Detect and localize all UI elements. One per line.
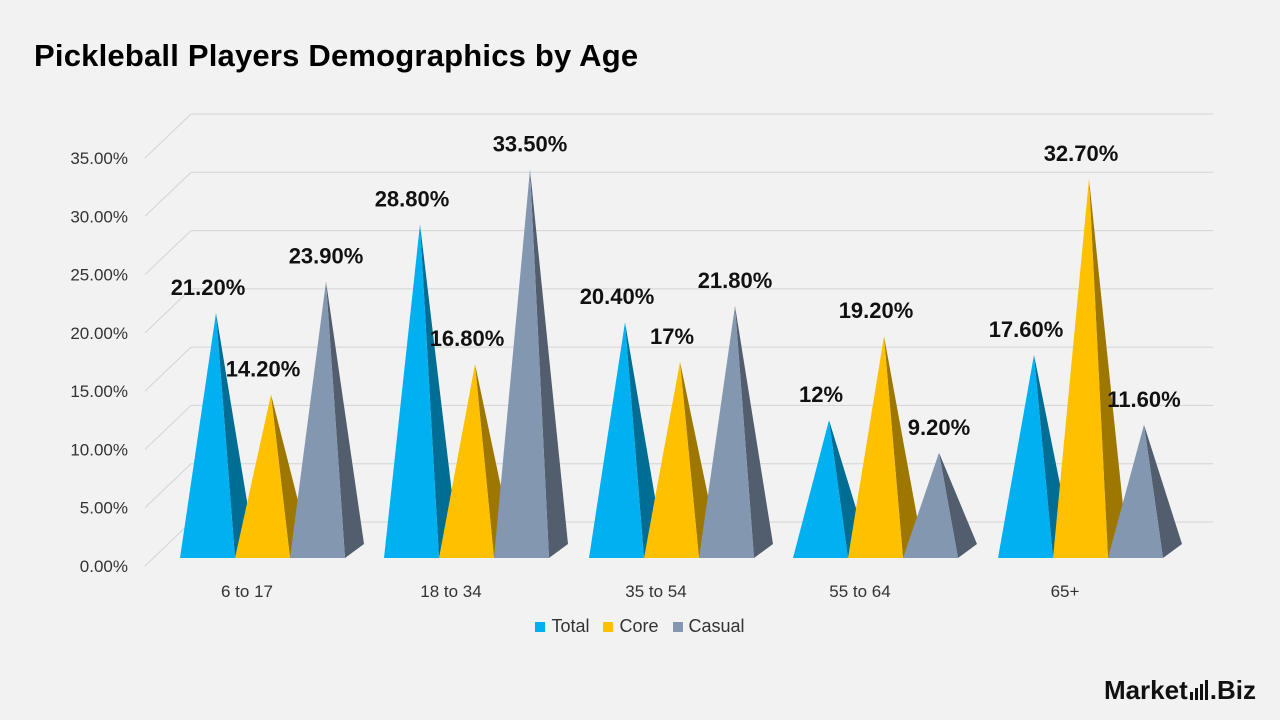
y-tick-label: 35.00% bbox=[70, 149, 128, 168]
legend-label-casual: Casual bbox=[688, 616, 745, 636]
gridline-diag bbox=[144, 230, 192, 275]
data-label-casual: 11.60% bbox=[1107, 387, 1180, 412]
x-axis: 6 to 17 18 to 34 35 to 54 55 to 64 65+ bbox=[221, 582, 1079, 601]
data-label-total: 28.80% bbox=[375, 186, 450, 211]
gridline-diag bbox=[144, 171, 192, 217]
chart-title: Pickleball Players Demographics by Age bbox=[34, 38, 639, 73]
legend-swatch-casual bbox=[672, 621, 683, 632]
cone-side-casual bbox=[326, 281, 364, 558]
cone-total bbox=[793, 420, 848, 558]
legend-item-core: Core bbox=[603, 616, 659, 637]
y-tick-label: 15.00% bbox=[70, 382, 128, 401]
legend-swatch-total bbox=[535, 621, 546, 632]
data-label-total: 12% bbox=[799, 382, 843, 407]
cone-core bbox=[848, 336, 903, 558]
brand-logo: Market .Biz bbox=[1104, 675, 1256, 706]
cone-core bbox=[439, 364, 494, 558]
legend: Total Core Casual bbox=[0, 616, 1280, 637]
brand-bars-icon bbox=[1189, 680, 1208, 700]
gridline-diag bbox=[144, 463, 192, 509]
x-tick-label: 55 to 64 bbox=[829, 582, 890, 601]
cone-side-casual bbox=[1144, 424, 1182, 558]
data-label-casual: 23.90% bbox=[289, 243, 364, 268]
x-tick-label: 18 to 34 bbox=[420, 582, 481, 601]
cone-casual bbox=[699, 305, 754, 558]
cone-core bbox=[644, 361, 699, 558]
data-label-total: 21.20% bbox=[171, 275, 246, 300]
data-label-casual: 9.20% bbox=[908, 415, 970, 440]
cone-side-total bbox=[625, 322, 663, 558]
cone-side-casual bbox=[735, 305, 773, 558]
y-axis: 0.00% 5.00% 10.00% 15.00% 20.00% 25.00% 30.00%… bbox=[70, 149, 128, 576]
legend-item-casual: Casual bbox=[672, 616, 745, 637]
cone-total bbox=[998, 354, 1053, 558]
data-label-core: 19.20% bbox=[839, 298, 914, 323]
data-label-casual: 33.50% bbox=[493, 131, 568, 156]
cone-side-total bbox=[216, 312, 254, 558]
cone-total bbox=[180, 312, 235, 558]
data-label-core: 32.70% bbox=[1044, 141, 1119, 166]
brand-suffix: .Biz bbox=[1209, 675, 1256, 705]
cone-total bbox=[589, 322, 644, 558]
plot-area bbox=[180, 169, 1182, 558]
cone-side-total bbox=[420, 224, 458, 558]
data-label-core: 17% bbox=[650, 324, 694, 349]
cone-core bbox=[1053, 178, 1108, 558]
gridline-diag bbox=[144, 288, 192, 334]
gridline-diag bbox=[144, 405, 192, 450]
gridline-diag bbox=[144, 113, 192, 159]
cone-side-casual bbox=[939, 452, 977, 558]
cone-casual bbox=[903, 452, 958, 558]
data-labels: 21.20% 14.20% 23.90% 28.80% 16.80% 33.50% 20.4… bbox=[171, 131, 1181, 439]
legend-swatch-core bbox=[603, 621, 614, 632]
y-tick-label: 0.00% bbox=[80, 557, 128, 576]
gridline-diag bbox=[144, 521, 192, 567]
cone-casual bbox=[1108, 424, 1163, 558]
data-label-casual: 21.80% bbox=[698, 268, 773, 293]
legend-label-core: Core bbox=[619, 616, 659, 636]
x-tick-label: 65+ bbox=[1051, 582, 1080, 601]
gridline-diag bbox=[144, 346, 192, 392]
y-tick-label: 10.00% bbox=[70, 440, 128, 459]
data-label-core: 16.80% bbox=[430, 326, 505, 351]
data-label-total: 17.60% bbox=[989, 317, 1064, 342]
y-tick-label: 20.00% bbox=[70, 324, 128, 343]
cone-total bbox=[384, 224, 439, 558]
x-tick-label: 35 to 54 bbox=[625, 582, 686, 601]
cone-core bbox=[235, 394, 290, 558]
data-label-core: 14.20% bbox=[226, 356, 301, 381]
y-tick-label: 30.00% bbox=[70, 207, 128, 226]
brand-name: Market bbox=[1103, 675, 1188, 705]
cone-casual bbox=[290, 281, 345, 558]
cone-side-core bbox=[884, 336, 922, 558]
y-tick-label: 5.00% bbox=[80, 499, 128, 518]
x-tick-label: 6 to 17 bbox=[221, 582, 273, 601]
legend-item-total: Total bbox=[535, 616, 589, 637]
legend-label-total: Total bbox=[551, 616, 590, 636]
cone-side-core bbox=[1089, 178, 1127, 558]
cone-casual bbox=[494, 169, 549, 558]
y-tick-label: 25.00% bbox=[70, 266, 128, 285]
cone-side-casual bbox=[530, 169, 568, 558]
data-label-total: 20.40% bbox=[580, 284, 655, 309]
